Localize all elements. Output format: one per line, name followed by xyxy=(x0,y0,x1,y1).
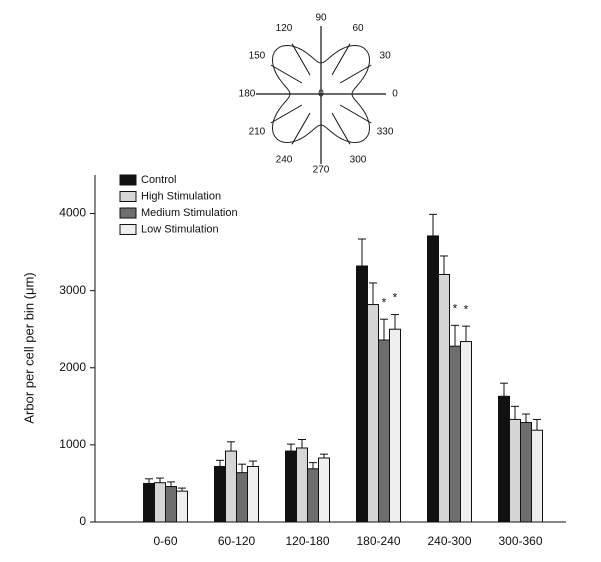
x-tick-label: 0-60 xyxy=(153,534,177,548)
significance-marker: * xyxy=(464,302,469,316)
polar-angle-label: 150 xyxy=(249,51,266,62)
polar-angle-label: 60 xyxy=(352,23,364,34)
polar-ray xyxy=(339,104,372,124)
legend-swatch xyxy=(119,207,137,219)
polar-center-label: 0 xyxy=(318,89,324,100)
bar xyxy=(143,482,155,523)
error-bar xyxy=(156,477,164,483)
polar-angle-label: 30 xyxy=(380,51,392,62)
bar xyxy=(460,341,472,523)
bar xyxy=(356,265,368,523)
bar xyxy=(236,472,248,523)
error-bar xyxy=(249,460,257,467)
legend-label: Medium Stimulation xyxy=(141,207,238,219)
x-tick-label: 60-120 xyxy=(218,534,256,548)
error-bar xyxy=(227,441,235,452)
error-bar xyxy=(451,324,459,347)
legend-label: Control xyxy=(141,174,176,186)
error-bar xyxy=(287,443,295,452)
bar xyxy=(498,395,510,523)
y-tick-label: 0 xyxy=(79,514,86,528)
error-bar xyxy=(391,314,399,330)
y-tick-label: 4000 xyxy=(59,206,86,220)
x-tick-label: 300-360 xyxy=(498,534,542,548)
bar xyxy=(427,235,439,523)
error-bar xyxy=(309,462,317,469)
error-bar xyxy=(429,213,437,236)
polar-angle-label: 90 xyxy=(315,13,327,24)
bar xyxy=(285,450,297,523)
significance-marker: * xyxy=(393,291,398,305)
error-bar xyxy=(462,325,470,342)
polar-angle-label: 180 xyxy=(239,89,256,100)
bar xyxy=(307,468,319,523)
error-bar xyxy=(511,405,519,420)
polar-ray xyxy=(270,64,303,84)
error-bar xyxy=(145,478,153,484)
polar-angle-label: 210 xyxy=(249,127,266,138)
y-axis-label: Arbor per cell per bin (μm) xyxy=(21,272,36,423)
x-tick-label: 180-240 xyxy=(356,534,400,548)
error-bar xyxy=(238,463,246,473)
error-bar xyxy=(380,318,388,341)
bar xyxy=(438,273,450,523)
y-tick-label: 2000 xyxy=(59,360,86,374)
legend-swatch xyxy=(119,174,137,186)
significance-marker: * xyxy=(382,295,387,309)
polar-ray xyxy=(291,112,311,145)
bar xyxy=(449,345,461,523)
polar-ray xyxy=(331,112,351,145)
bar xyxy=(367,304,379,523)
error-bar xyxy=(369,282,377,305)
bar xyxy=(247,465,259,523)
bar xyxy=(520,422,532,523)
bar xyxy=(378,339,390,523)
bar xyxy=(509,418,521,523)
polar-angle-label: 240 xyxy=(276,154,293,165)
polar-angle-label: 120 xyxy=(276,23,293,34)
significance-marker: * xyxy=(453,302,458,316)
bar xyxy=(389,328,401,523)
bar xyxy=(225,450,237,523)
error-bar xyxy=(216,459,224,467)
error-bar xyxy=(358,238,366,266)
bar xyxy=(318,457,330,523)
legend-label: Low Stimulation xyxy=(141,223,219,235)
polar-ray xyxy=(331,43,351,76)
x-tick-label: 120-180 xyxy=(285,534,329,548)
legend-label: High Stimulation xyxy=(141,190,221,202)
error-bar xyxy=(440,255,448,275)
polar-angle-label: 0 xyxy=(392,89,398,100)
y-tick-label: 1000 xyxy=(59,437,86,451)
error-bar xyxy=(298,438,306,448)
bar xyxy=(165,486,177,523)
error-bar xyxy=(178,487,186,492)
bar xyxy=(296,447,308,523)
polar-ray xyxy=(291,43,311,76)
bar xyxy=(154,482,166,523)
bar xyxy=(214,465,226,523)
error-bar xyxy=(320,453,328,458)
error-bar xyxy=(533,418,541,431)
polar-ray xyxy=(339,64,372,84)
polar-angle-label: 270 xyxy=(313,165,330,176)
legend-swatch xyxy=(119,191,137,202)
bar xyxy=(531,429,543,523)
y-tick-label: 3000 xyxy=(59,283,86,297)
polar-ray xyxy=(270,104,303,124)
error-bar xyxy=(522,413,530,423)
polar-angle-label: 330 xyxy=(377,127,394,138)
error-bar xyxy=(167,481,175,487)
x-tick-label: 240-300 xyxy=(427,534,471,548)
legend-swatch xyxy=(119,224,137,235)
bar xyxy=(176,490,188,523)
polar-angle-label: 300 xyxy=(350,154,367,165)
error-bar xyxy=(500,382,508,397)
